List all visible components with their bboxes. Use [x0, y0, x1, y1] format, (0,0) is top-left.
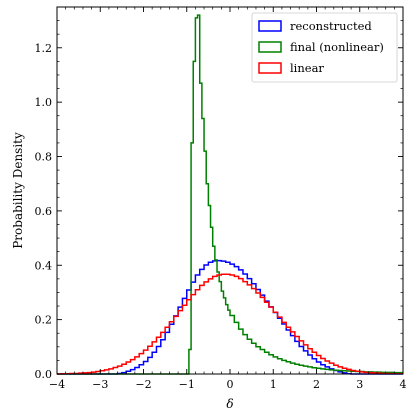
y-tick-label: 0.0 [35, 368, 53, 381]
y-tick-label: 0.2 [35, 314, 53, 327]
x-tick-label: 1 [270, 378, 277, 391]
legend-label-2: linear [290, 61, 324, 75]
y-tick-label: 0.6 [35, 205, 53, 218]
legend-label-1: final (nonlinear) [290, 40, 384, 54]
x-tick-label: −2 [135, 378, 151, 391]
x-tick-label: 4 [400, 378, 407, 391]
legend: reconstructed final (nonlinear) linear [251, 12, 398, 83]
x-tick-label: −3 [92, 378, 108, 391]
x-tick-label: 0 [227, 378, 234, 391]
axes-layer: −4 −3 −2 −1 0 1 2 3 4 0.0 0.2 0.4 0.6 0.8 1.0 1.2 [35, 6, 407, 391]
y-tick-label: 0.8 [35, 151, 53, 164]
legend-swatch-2 [258, 62, 282, 74]
x-axis-label: δ [226, 397, 233, 411]
legend-swatch-1 [258, 41, 282, 53]
legend-swatch-0 [258, 20, 282, 32]
x-tick-label: 3 [356, 378, 363, 391]
y-tick-label: 0.4 [35, 259, 53, 272]
x-tick-label: −1 [179, 378, 195, 391]
legend-box [251, 12, 398, 83]
y-axis-label: Probability Density [11, 132, 25, 249]
series-line-0 [57, 259, 403, 375]
series-line-2 [57, 273, 403, 375]
x-tick-label: 2 [313, 378, 320, 391]
legend-label-0: reconstructed [290, 19, 372, 33]
y-tick-label: 1.2 [35, 42, 53, 55]
y-tick-label: 1.0 [35, 96, 53, 109]
x-tick-label: −4 [49, 378, 65, 391]
